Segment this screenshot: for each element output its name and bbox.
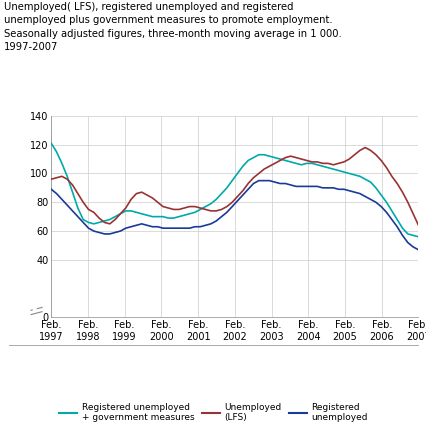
Text: Unemployed( LFS), registered unemployed and registered
unemployed plus governmen: Unemployed( LFS), registered unemployed … bbox=[4, 2, 341, 52]
Legend: Registered unemployed
+ government measures, Unemployed
(LFS), Registered
unempl: Registered unemployed + government measu… bbox=[59, 403, 367, 422]
